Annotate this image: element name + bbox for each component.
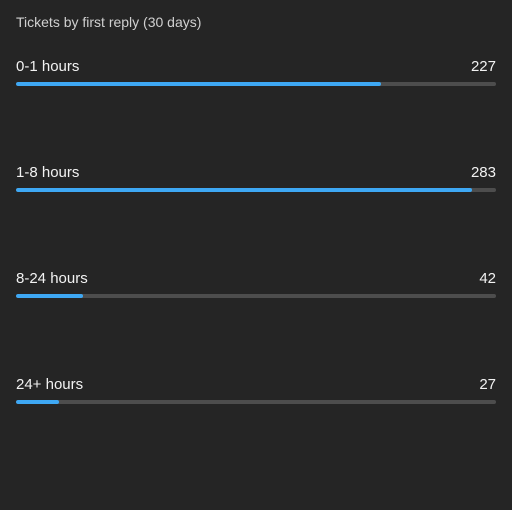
bar-track xyxy=(16,294,496,298)
bar-row-label: 1-8 hours xyxy=(16,164,79,181)
bar-row: 0-1 hours 227 xyxy=(16,58,496,86)
bar-row: 8-24 hours 42 xyxy=(16,270,496,298)
bar-track xyxy=(16,82,496,86)
bar-row-value: 227 xyxy=(471,58,496,75)
bar-row-value: 283 xyxy=(471,164,496,181)
bar-fill xyxy=(16,294,83,298)
bar-row-label: 8-24 hours xyxy=(16,270,88,287)
bar-fill xyxy=(16,188,472,192)
bar-row: 24+ hours 27 xyxy=(16,376,496,404)
bar-row-head: 8-24 hours 42 xyxy=(16,270,496,287)
bar-fill xyxy=(16,82,381,86)
bar-track xyxy=(16,400,496,404)
bar-row-label: 0-1 hours xyxy=(16,58,79,75)
chart-title: Tickets by first reply (30 days) xyxy=(16,14,496,30)
bar-rows: 0-1 hours 227 1-8 hours 283 8-24 hours 4… xyxy=(16,58,496,404)
bar-row-head: 24+ hours 27 xyxy=(16,376,496,393)
bar-track xyxy=(16,188,496,192)
bar-row-head: 0-1 hours 227 xyxy=(16,58,496,75)
bar-row-value: 42 xyxy=(479,270,496,287)
bar-row-head: 1-8 hours 283 xyxy=(16,164,496,181)
bar-row-value: 27 xyxy=(479,376,496,393)
bar-fill xyxy=(16,400,59,404)
bar-row: 1-8 hours 283 xyxy=(16,164,496,192)
bar-row-label: 24+ hours xyxy=(16,376,83,393)
